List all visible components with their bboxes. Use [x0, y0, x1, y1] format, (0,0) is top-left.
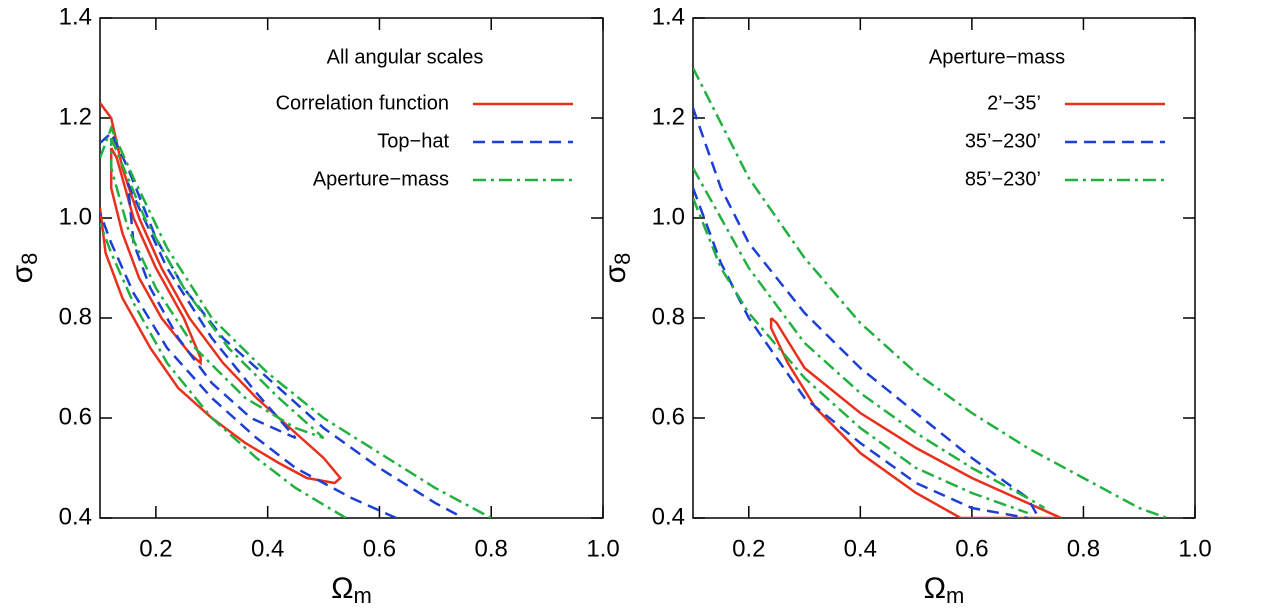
- y-label-symbol: σ: [6, 264, 39, 283]
- contour-line: [693, 67, 1168, 518]
- contour-line: [109, 137, 325, 440]
- legend-label: 85’−230’: [965, 168, 1041, 190]
- x-tick-label: 0.6: [363, 535, 396, 562]
- x-axis-label: Ωm: [924, 572, 965, 608]
- legend-title: All angular scales: [327, 46, 484, 68]
- contour-line: [100, 124, 492, 518]
- x-tick-label: 1.0: [1178, 535, 1211, 562]
- x-tick-label: 0.8: [1067, 535, 1100, 562]
- y-tick-label: 1.0: [652, 203, 685, 230]
- y-tick-label: 0.4: [652, 503, 685, 530]
- y-tick-label: 1.2: [652, 103, 685, 130]
- contour-line: [100, 222, 347, 518]
- legend-label: Correlation function: [276, 92, 449, 114]
- contour-line: [109, 147, 202, 366]
- y-tick-label: 1.4: [652, 3, 685, 30]
- x-label-sub: m: [946, 583, 964, 608]
- y-axis-label: σ8: [6, 253, 42, 284]
- legend-label: Aperture−mass: [313, 168, 449, 190]
- y-tick-label: 0.8: [59, 303, 92, 330]
- contour-line: [693, 167, 1046, 510]
- legend-label: Top−hat: [377, 130, 449, 152]
- contour-line: [100, 130, 464, 518]
- y-tick-label: 0.6: [59, 403, 92, 430]
- x-label-symbol: Ω: [924, 572, 946, 605]
- x-tick-label: 0.8: [475, 535, 508, 562]
- y-tick-label: 0.8: [652, 303, 685, 330]
- y-label-symbol: σ: [599, 264, 632, 283]
- x-tick-label: 0.4: [251, 535, 284, 562]
- contour-line: [693, 187, 1028, 518]
- contour-line: [693, 107, 1040, 518]
- y-tick-label: 1.2: [59, 103, 92, 130]
- y-label-sub: 8: [610, 253, 635, 265]
- contour-line: [693, 197, 1029, 515]
- contour-line: [769, 317, 1062, 518]
- y-label-sub: 8: [17, 253, 42, 265]
- y-axis-label: σ8: [599, 253, 635, 284]
- contour-line: [126, 182, 297, 440]
- x-label-sub: m: [354, 583, 372, 608]
- x-tick-label: 0.6: [955, 535, 988, 562]
- plot-frame: [692, 17, 1196, 519]
- x-label-symbol: Ω: [331, 572, 353, 605]
- x-tick-label: 1.0: [586, 535, 619, 562]
- plot-area: [693, 67, 1168, 518]
- plot-area: [100, 102, 492, 518]
- y-tick-label: 0.4: [59, 503, 92, 530]
- legend-label: 2’−35’: [987, 92, 1041, 114]
- x-axis-label: Ωm: [331, 572, 372, 608]
- x-tick-label: 0.2: [139, 535, 172, 562]
- y-tick-label: 1.0: [59, 203, 92, 230]
- legend-title: Aperture−mass: [929, 46, 1065, 68]
- legend-label: 35’−230’: [965, 130, 1041, 152]
- x-tick-label: 0.2: [732, 535, 765, 562]
- x-tick-label: 0.4: [844, 535, 877, 562]
- contour-line: [100, 212, 397, 518]
- contour-line: [100, 102, 343, 485]
- y-tick-label: 1.4: [59, 3, 92, 30]
- plot-frame: [99, 17, 604, 519]
- y-tick-label: 0.6: [652, 403, 685, 430]
